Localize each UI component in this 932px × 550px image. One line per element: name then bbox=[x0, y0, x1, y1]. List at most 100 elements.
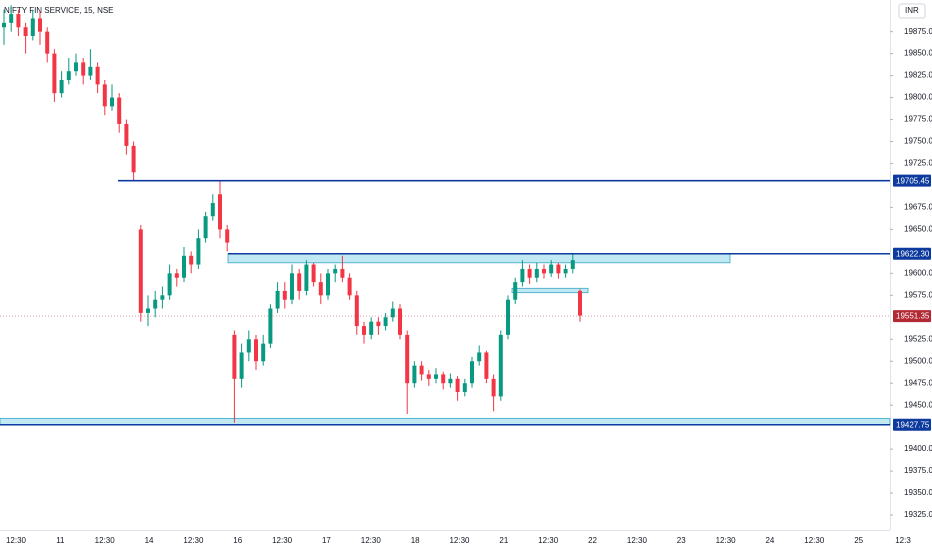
candle-body bbox=[182, 255, 186, 278]
y-tick-label: 19500.00 bbox=[904, 356, 932, 365]
x-tick-label: 12:30 bbox=[716, 536, 737, 545]
candle-body bbox=[405, 334, 410, 384]
x-tick-label: 17 bbox=[322, 536, 331, 545]
candle-body bbox=[102, 84, 107, 107]
candle-body bbox=[74, 62, 78, 72]
candle-body bbox=[426, 374, 431, 379]
x-tick-label: 12:30 bbox=[538, 536, 559, 545]
candle-body bbox=[412, 365, 417, 384]
candle-body bbox=[81, 62, 86, 76]
price-label: 19622.30 bbox=[896, 249, 930, 258]
candle-body bbox=[52, 53, 57, 94]
candle-body bbox=[153, 299, 158, 309]
candle-body bbox=[376, 321, 381, 327]
zone bbox=[511, 287, 589, 294]
candle-body bbox=[218, 194, 222, 230]
candle-body bbox=[498, 334, 503, 397]
y-tick-label: 19750.00 bbox=[904, 137, 932, 146]
y-tick-label: 19650.00 bbox=[904, 225, 932, 234]
x-tick-label: 18 bbox=[411, 536, 420, 545]
x-tick-label: 12:30 bbox=[183, 536, 204, 545]
candle-body bbox=[210, 203, 215, 217]
y-tick-label: 19850.00 bbox=[904, 49, 932, 58]
candle-body bbox=[542, 268, 546, 274]
candle-body bbox=[513, 282, 518, 300]
candle-body bbox=[282, 290, 287, 300]
y-tick-label: 19725.00 bbox=[904, 159, 932, 168]
candle-body bbox=[23, 27, 28, 37]
candle-body bbox=[556, 264, 561, 274]
candle-body bbox=[138, 229, 143, 313]
candle-body bbox=[196, 238, 201, 265]
candle-body bbox=[434, 374, 438, 379]
x-tick-label: 12:30 bbox=[361, 536, 382, 545]
candle-body bbox=[369, 321, 374, 335]
x-tick-label: 12:30 bbox=[804, 536, 825, 545]
candle-body bbox=[506, 299, 510, 335]
y-tick-label: 19450.00 bbox=[904, 400, 932, 409]
candle-body bbox=[189, 255, 194, 265]
candle-body bbox=[297, 273, 302, 291]
price-label-box bbox=[893, 247, 931, 260]
x-tick-label: 16 bbox=[233, 536, 242, 545]
price-label: 19705.45 bbox=[896, 176, 930, 185]
candle-body bbox=[110, 97, 114, 107]
candle-body bbox=[9, 14, 14, 23]
candle-body bbox=[124, 123, 129, 146]
y-tick-label: 19775.00 bbox=[904, 115, 932, 124]
candle-body bbox=[38, 18, 42, 32]
x-tick-label: 12:30 bbox=[449, 536, 470, 545]
candle-body bbox=[167, 273, 172, 296]
candle-body bbox=[390, 308, 395, 318]
currency-badge[interactable] bbox=[898, 3, 926, 19]
y-tick-label: 19575.00 bbox=[904, 290, 932, 299]
candle-body bbox=[59, 79, 64, 94]
x-tick-label: 21 bbox=[499, 536, 508, 545]
candle-body bbox=[203, 216, 208, 239]
x-tick-label: 14 bbox=[145, 536, 154, 545]
y-tick-label: 19600.00 bbox=[904, 268, 932, 277]
candle-body bbox=[66, 71, 71, 80]
candle-body bbox=[326, 273, 330, 296]
y-tick-label: 19800.00 bbox=[904, 93, 932, 102]
x-tick-label: 11 bbox=[56, 536, 65, 545]
candle-body bbox=[254, 339, 258, 362]
candle-body bbox=[268, 308, 273, 344]
candle-body bbox=[347, 277, 352, 296]
currency-label[interactable]: INR bbox=[905, 6, 919, 15]
y-tick-label: 19475.00 bbox=[904, 378, 932, 387]
candle-body bbox=[383, 317, 388, 327]
candle-body bbox=[354, 295, 359, 327]
y-tick-label: 19325.00 bbox=[904, 510, 932, 519]
x-tick-label: 12:30 bbox=[95, 536, 116, 545]
candle-body bbox=[462, 383, 467, 393]
candle-body bbox=[318, 282, 323, 296]
price-label-box bbox=[893, 310, 931, 323]
candle-body bbox=[146, 308, 150, 313]
x-tick-label: 22 bbox=[588, 536, 597, 545]
candle-body bbox=[225, 229, 230, 243]
candle-body bbox=[117, 97, 122, 124]
candle-body bbox=[2, 22, 6, 28]
x-tick-label: 23 bbox=[677, 536, 686, 545]
candle-body bbox=[232, 334, 237, 379]
x-tick-label: 12:30 bbox=[627, 536, 648, 545]
price-label-box bbox=[893, 174, 931, 187]
candle-body bbox=[174, 273, 179, 278]
y-tick-label: 19875.00 bbox=[904, 27, 932, 36]
candle-body bbox=[398, 308, 402, 335]
candle-body bbox=[578, 290, 582, 316]
candle-body bbox=[160, 295, 165, 300]
x-tick-label: 25 bbox=[854, 536, 863, 545]
y-tick-label: 19350.00 bbox=[904, 488, 932, 497]
candle-body bbox=[563, 268, 568, 274]
symbol-title: NIFTY FIN SERVICE, 15, NSE bbox=[4, 6, 114, 15]
zone bbox=[227, 253, 731, 264]
candle-body bbox=[491, 378, 496, 397]
price-label: 19551.35 bbox=[896, 312, 930, 321]
candle-body bbox=[549, 264, 554, 274]
candle-body bbox=[570, 260, 575, 269]
candle-body bbox=[333, 268, 338, 274]
candle-body bbox=[419, 365, 424, 375]
